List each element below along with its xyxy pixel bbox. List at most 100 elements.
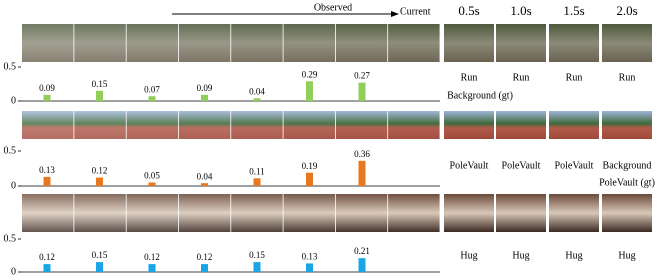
bar-value-label: 0.29 [302, 69, 318, 79]
bar-value-label: 0.15 [249, 250, 265, 260]
y-tick-label: 0 [11, 95, 16, 106]
y-tick-label: 0.5 [4, 61, 17, 72]
prediction-label: PoleVault [502, 160, 541, 171]
observed-frame [335, 194, 388, 232]
bar [201, 94, 208, 101]
prediction-label: Background [603, 160, 652, 171]
y-tick-label: 0 [11, 266, 16, 277]
bar-value-label: 0.36 [354, 149, 370, 159]
bar-value-label: 0.09 [197, 83, 213, 93]
observed-label: Observed [314, 2, 352, 13]
bar-value-label: 0.11 [249, 166, 264, 176]
bar-value-label: 0.27 [354, 71, 370, 81]
y-tick-label: 0.5 [4, 233, 17, 244]
prediction-label: PoleVault [555, 160, 594, 171]
bar [148, 264, 156, 272]
observed-frame [74, 24, 126, 62]
prediction-label: Run [619, 72, 636, 83]
bar-value-label: 0.05 [144, 171, 160, 181]
future-frame [496, 194, 546, 232]
horizon-label: 1.0s [510, 3, 531, 18]
observed-frame [126, 194, 179, 232]
observed-frame [388, 111, 440, 139]
bar [43, 176, 51, 186]
prediction-label: PoleVault [450, 160, 489, 171]
observed-frame [231, 24, 283, 62]
bar-value-label: 0.07 [144, 84, 160, 94]
future-frame [444, 111, 494, 139]
prediction-label: Run [461, 72, 478, 83]
observed-frame [126, 24, 179, 62]
bar-value-label: 0.12 [39, 252, 55, 262]
bar [96, 177, 103, 186]
future-frame [496, 24, 546, 62]
prediction-label: Hug [618, 250, 635, 261]
bar-value-label: 0.13 [39, 165, 55, 175]
future-frame [549, 111, 599, 139]
bar-value-label: 0.04 [197, 171, 213, 181]
observed-frame [335, 24, 388, 62]
prediction-label: Hug [565, 250, 582, 261]
ground-truth-label: PoleVault (gt) [599, 177, 655, 188]
bar [358, 258, 366, 272]
observed-frame [283, 111, 335, 139]
bar [253, 98, 261, 101]
observed-frame [178, 194, 231, 232]
bar [148, 96, 156, 101]
bar [201, 264, 208, 272]
observed-frame [126, 111, 179, 139]
observed-frame [74, 111, 126, 139]
future-frame [444, 194, 494, 232]
ground-truth-label: Background (gt) [447, 90, 513, 101]
bar-value-label: 0.21 [354, 246, 370, 256]
bar [306, 263, 313, 272]
observed-frame [231, 194, 283, 232]
observed-frame [283, 24, 335, 62]
bar-value-label: 0.15 [92, 250, 108, 260]
observed-frame [388, 194, 440, 232]
bar-value-label: 0.13 [302, 251, 318, 261]
future-frame [496, 111, 546, 139]
bar-value-label: 0.12 [92, 166, 108, 176]
observed-frame [335, 111, 388, 139]
prediction-label: Hug [512, 250, 529, 261]
bar [253, 262, 261, 272]
future-frame [602, 194, 652, 232]
bar [43, 264, 51, 272]
horizon-label: 1.5s [563, 3, 584, 18]
observed-frame [74, 194, 126, 232]
y-tick-label: 0 [11, 180, 16, 191]
bar [148, 182, 156, 186]
bar [306, 81, 313, 101]
bar [201, 183, 208, 186]
observed-frame [388, 24, 440, 62]
observed-frame [22, 194, 74, 232]
bar-value-label: 0.09 [39, 83, 55, 93]
bar-value-label: 0.04 [249, 86, 265, 96]
future-frame [549, 194, 599, 232]
bar [358, 160, 366, 186]
future-frame [444, 24, 494, 62]
bar [96, 262, 103, 272]
observed-frame [283, 194, 335, 232]
future-frame [549, 24, 599, 62]
horizon-label: 0.5s [458, 3, 479, 18]
prediction-label: Run [566, 72, 583, 83]
bar [306, 172, 313, 186]
current-label: Current [400, 6, 431, 17]
observed-frame [178, 111, 231, 139]
y-tick-label: 0.5 [4, 145, 17, 156]
bar-value-label: 0.12 [144, 252, 160, 262]
future-frame [602, 24, 652, 62]
bar-value-label: 0.15 [92, 79, 108, 89]
observed-frame [178, 24, 231, 62]
bar-value-label: 0.12 [197, 252, 213, 262]
bar [253, 178, 261, 186]
bar [358, 82, 366, 101]
observed-frame [22, 111, 74, 139]
bar [96, 90, 103, 101]
prediction-label: Hug [460, 250, 477, 261]
prediction-label: Run [513, 72, 530, 83]
horizon-label: 2.0s [616, 3, 637, 18]
